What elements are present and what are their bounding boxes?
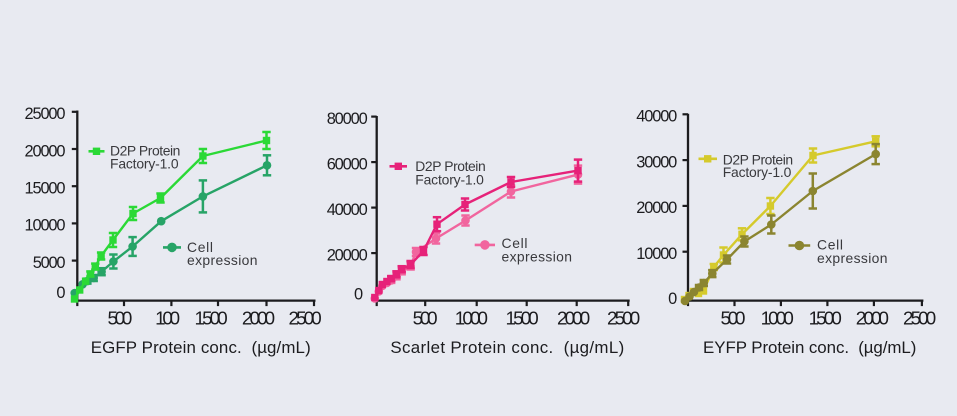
svg-text:20000: 20000 xyxy=(636,199,677,217)
svg-text:expression: expression xyxy=(817,250,888,266)
svg-text:1000: 1000 xyxy=(455,308,488,329)
svg-text:2500: 2500 xyxy=(903,308,936,329)
svg-text:2000: 2000 xyxy=(242,308,275,329)
svg-text:20000: 20000 xyxy=(327,246,368,264)
svg-text:60000: 60000 xyxy=(327,155,368,173)
svg-text:Factory-1.0: Factory-1.0 xyxy=(723,164,792,180)
svg-text:80000: 80000 xyxy=(327,110,368,128)
svg-text:500: 500 xyxy=(107,308,132,329)
svg-text:2000: 2000 xyxy=(557,308,590,329)
svg-text:2500: 2500 xyxy=(289,308,322,329)
svg-text:Factory-1.0: Factory-1.0 xyxy=(110,156,179,172)
svg-text:2500: 2500 xyxy=(607,308,640,329)
svg-text:20000: 20000 xyxy=(25,142,66,160)
svg-text:500: 500 xyxy=(413,308,438,329)
svg-text:2000: 2000 xyxy=(856,308,889,329)
svg-text:expression: expression xyxy=(502,248,573,264)
svg-text:5000: 5000 xyxy=(33,254,66,272)
svg-text:Scarlet Protein conc. (µg/mL): Scarlet Protein conc. (µg/mL) xyxy=(390,338,624,357)
svg-text:0: 0 xyxy=(668,290,677,308)
svg-text:1000: 1000 xyxy=(761,308,794,329)
svg-text:Cell: Cell xyxy=(502,235,528,251)
svg-text:Factory-1.0: Factory-1.0 xyxy=(415,171,484,187)
svg-text:D2P Protein: D2P Protein xyxy=(723,151,793,167)
svg-text:0: 0 xyxy=(354,285,363,303)
svg-text:40000: 40000 xyxy=(636,108,677,126)
svg-text:10000: 10000 xyxy=(636,245,677,263)
svg-text:EGFP Protein conc. (µg/mL): EGFP Protein conc. (µg/mL) xyxy=(91,338,311,357)
svg-text:Cell: Cell xyxy=(817,237,843,253)
svg-text:1500: 1500 xyxy=(809,308,842,329)
svg-text:500: 500 xyxy=(721,308,746,329)
svg-text:15000: 15000 xyxy=(25,180,66,198)
svg-text:expression: expression xyxy=(187,252,258,268)
svg-text:EYFP Protein conc. (µg/mL): EYFP Protein conc. (µg/mL) xyxy=(703,338,916,357)
svg-text:0: 0 xyxy=(56,284,65,302)
svg-text:100: 100 xyxy=(155,308,180,329)
svg-text:Cell: Cell xyxy=(187,239,213,255)
svg-text:1500: 1500 xyxy=(195,308,228,329)
svg-text:D2P Protein: D2P Protein xyxy=(415,158,485,174)
svg-text:40000: 40000 xyxy=(327,201,368,219)
svg-text:D2P Protein: D2P Protein xyxy=(110,143,180,159)
svg-text:10000: 10000 xyxy=(25,217,66,235)
svg-text:25000: 25000 xyxy=(25,105,66,123)
svg-text:30000: 30000 xyxy=(636,153,677,171)
svg-text:1500: 1500 xyxy=(506,308,539,329)
